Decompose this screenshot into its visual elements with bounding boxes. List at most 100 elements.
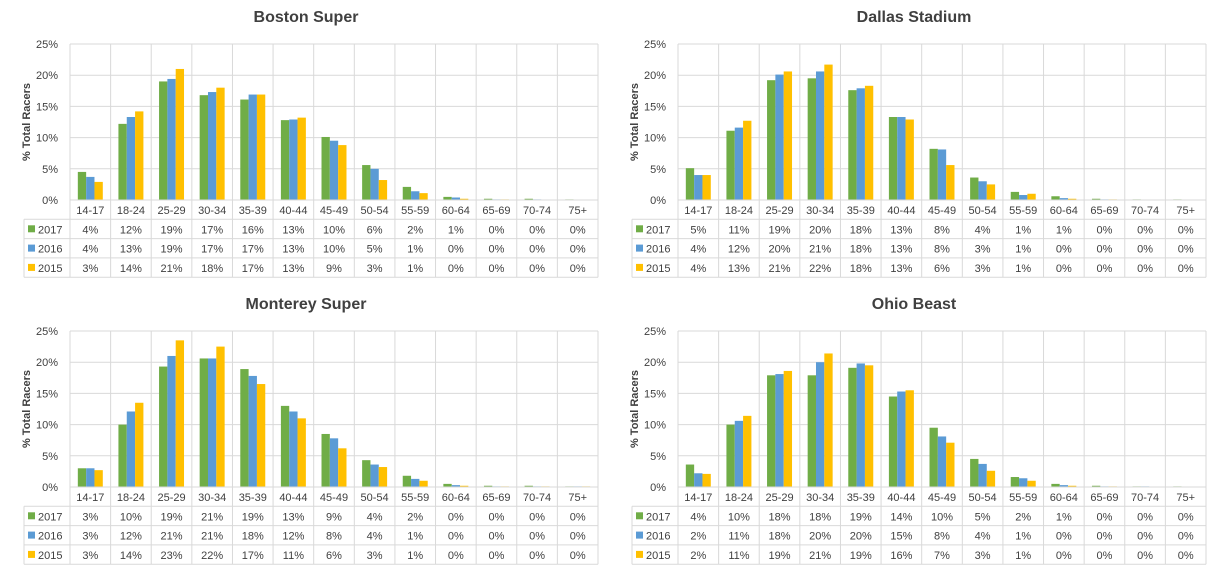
bar-2017-70-74: [524, 485, 533, 487]
bar-2017-40-44: [888, 117, 898, 200]
data-table-cell: 13%: [282, 263, 304, 275]
bar-2015-14-17: [702, 473, 711, 487]
data-table-cell: 0%: [448, 531, 464, 543]
y-tick-label: 25%: [36, 326, 58, 338]
bar-2015-18-24: [135, 402, 144, 487]
data-table-cell: 0%: [489, 263, 505, 275]
data-table-cell: 3%: [975, 244, 991, 256]
x-tick-label: 50-54: [361, 492, 389, 504]
bar-2016-60-64: [451, 485, 461, 487]
bar-2017-60-64: [443, 196, 452, 200]
bar-2015-25-29: [175, 68, 185, 201]
data-table-cell: 1%: [448, 224, 464, 236]
data-table-cell: 1%: [407, 550, 423, 562]
data-table-cell: 0%: [1178, 531, 1194, 543]
data-table-cell: 20%: [850, 531, 872, 543]
bar-2016-45-49: [937, 149, 947, 200]
data-table-cell: 18%: [809, 511, 831, 523]
bar-2015-50-54: [986, 184, 996, 200]
chart-title: Boston Super: [254, 9, 359, 26]
data-table-cell: 0%: [448, 244, 464, 256]
y-tick-label: 0%: [650, 482, 666, 494]
data-table-cell: 20%: [769, 244, 791, 256]
bar-2017-40-44: [280, 120, 290, 200]
data-table-cell: 0%: [1056, 263, 1072, 275]
bar-2016-45-49: [329, 438, 339, 487]
data-table-cell: 1%: [1015, 244, 1031, 256]
data-table-cell: 13%: [890, 224, 912, 236]
data-table-cell: 5%: [975, 511, 991, 523]
bar-2015-18-24: [743, 120, 752, 200]
bar-2017-40-44: [280, 405, 290, 487]
bar-2017-65-69: [1091, 485, 1101, 487]
data-table-cell: 18%: [850, 224, 872, 236]
data-table-cell: 3%: [82, 531, 98, 543]
x-tick-label: 40-44: [887, 205, 915, 217]
data-table-cell: 21%: [161, 263, 183, 275]
x-tick-label: 50-54: [969, 492, 997, 504]
x-tick-label: 45-49: [928, 205, 956, 217]
data-table-cell: 10%: [120, 511, 142, 523]
x-tick-label: 18-24: [725, 205, 753, 217]
bar-2016-18-24: [126, 117, 136, 200]
bar-2015-30-34: [824, 64, 833, 200]
x-tick-label: 75+: [1176, 492, 1195, 504]
data-table-cell: 9%: [326, 511, 342, 523]
x-tick-label: 55-59: [1009, 205, 1037, 217]
data-table-cell: 0%: [1178, 550, 1194, 562]
data-table-cell: 7%: [934, 550, 950, 562]
chart-svg: Boston Super % Total Racers 0% 5% 10% 15% 20% 2…: [21, 9, 599, 278]
bar-2017-35-39: [240, 369, 249, 487]
bar-2015-18-24: [135, 111, 144, 200]
x-tick-label: 70-74: [1131, 492, 1159, 504]
data-table-cell: 5%: [367, 244, 383, 256]
data-table-cell: 21%: [809, 244, 831, 256]
bar-2016-14-17: [86, 468, 95, 487]
data-table-cell: 12%: [728, 244, 750, 256]
legend-label-2016: 2016: [646, 531, 670, 543]
data-table-cell: 10%: [931, 511, 953, 523]
data-table-cell: 11%: [283, 550, 304, 562]
data-table-cell: 4%: [82, 244, 98, 256]
x-tick-label: 18-24: [725, 492, 753, 504]
chart-panel-boston-super: Boston Super % Total Racers 0% 5% 10% 15% 20% 2…: [0, 0, 600, 288]
data-table-cell: 21%: [809, 550, 831, 562]
bar-2017-30-34: [807, 78, 816, 200]
bar-2017-45-49: [929, 427, 938, 487]
x-tick-label: 45-49: [928, 492, 956, 504]
chart-title: Ohio Beast: [872, 296, 957, 313]
data-table-cell: 19%: [161, 244, 183, 256]
x-tick-label: 35-39: [239, 492, 267, 504]
bar-2015-60-64: [460, 198, 469, 200]
data-table-cell: 11%: [728, 550, 749, 562]
bar-2016-50-54: [978, 181, 987, 200]
data-table-cell: 8%: [934, 224, 950, 236]
x-tick-label: 55-59: [401, 205, 429, 217]
data-table-cell: 14%: [120, 550, 142, 562]
bar-2015-50-54: [986, 470, 996, 487]
bar-2017-25-29: [159, 81, 168, 200]
data-table-cell: 0%: [1137, 244, 1153, 256]
bar-2016-50-54: [370, 168, 379, 200]
data-table-cell: 23%: [161, 550, 183, 562]
chart-title: Dallas Stadium: [857, 9, 972, 26]
x-tick-label: 65-69: [482, 205, 510, 217]
bar-2015-40-44: [297, 418, 306, 487]
y-tick-label: 15%: [36, 101, 58, 113]
legend-key-2015: [636, 550, 643, 558]
legend-key-2015: [636, 263, 643, 271]
data-table-cell: 21%: [769, 263, 791, 275]
data-table-cell: 0%: [529, 263, 545, 275]
legend-label-2017: 2017: [646, 224, 670, 236]
data-table-cell: 0%: [1137, 511, 1153, 523]
data-table-cell: 0%: [448, 263, 464, 275]
bar-2016-45-49: [329, 140, 339, 200]
y-tick-label: 0%: [42, 482, 58, 494]
data-table-cell: 4%: [690, 263, 706, 275]
bar-2017-55-59: [402, 475, 412, 487]
y-tick-label: 10%: [644, 133, 666, 145]
y-tick-label: 5%: [42, 451, 58, 463]
y-tick-label: 10%: [36, 420, 58, 432]
y-tick-label: 25%: [36, 39, 58, 51]
bar-2016-25-29: [775, 74, 784, 200]
